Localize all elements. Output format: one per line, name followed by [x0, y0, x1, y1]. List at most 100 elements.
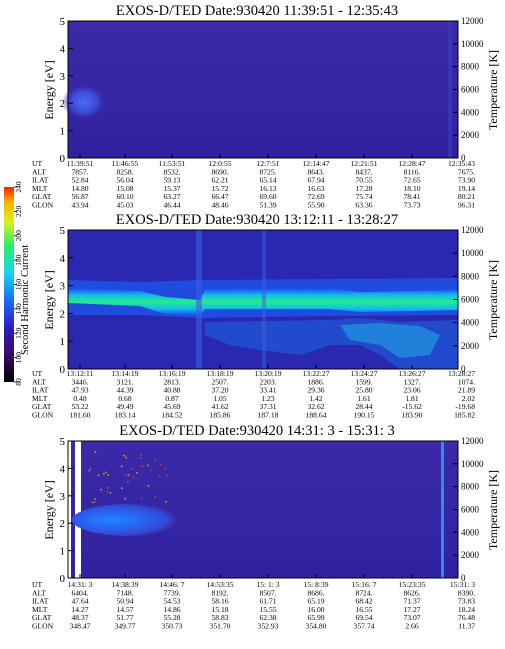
orbit-cell: 40.88	[163, 386, 180, 395]
orbit-cell: 184.52	[162, 411, 183, 420]
noise-dot	[132, 476, 135, 479]
noise-dot	[107, 474, 110, 476]
orbit-row-label: ILAT	[32, 386, 49, 395]
orbit-cell: 60.10	[116, 192, 133, 201]
orbit-cell: 185.86	[210, 411, 231, 420]
panel-2-lower-structure	[205, 318, 458, 369]
orbit-cell: 71.37	[403, 597, 420, 606]
orbit-cell: 0.48	[73, 394, 86, 403]
orbit-cell: 14:46: 7	[159, 580, 184, 589]
orbit-cell: 19.14	[458, 184, 475, 193]
orbit-cell: 56.04	[116, 176, 133, 185]
y-tick-label: 1	[60, 336, 66, 348]
orbit-cell: 73.07	[403, 613, 420, 622]
colorbar-tick-label: 220	[14, 206, 23, 218]
noise-dot	[158, 475, 161, 478]
orbit-cell: 348.47	[70, 622, 91, 631]
orbit-cell: 55.90	[307, 201, 324, 210]
orbit-cell: 8390.	[458, 588, 475, 597]
orbit-cell: 6404.	[71, 588, 88, 597]
y-tick-label: 3	[60, 491, 66, 503]
orbit-cell: 8626.	[403, 588, 420, 597]
orbit-row-label: ALT	[32, 377, 46, 386]
noise-dot	[89, 467, 92, 470]
y2-tick-label: 12000	[461, 16, 484, 26]
panel-3: EXOS-D/TED Date:930420 14:31: 3 - 15:31:…	[32, 423, 500, 631]
orbit-cell: 187.18	[258, 411, 279, 420]
orbit-cell: 52.84	[71, 176, 88, 185]
orbit-cell: 2.02	[462, 394, 475, 403]
orbit-cell: 11.37	[458, 622, 475, 631]
panel-2-title: EXOS-D/TED Date:930420 13:12:11 - 13:28:…	[116, 212, 398, 228]
y2-tick-label: 10000	[461, 459, 484, 469]
y-tick-label: 0	[60, 573, 66, 585]
orbit-cell: 69.60	[259, 192, 276, 201]
orbit-cell: 13:16:19	[158, 369, 185, 378]
orbit-cell: 8686.	[307, 588, 324, 597]
orbit-row-label: GLAT	[32, 192, 52, 201]
orbit-cell: 32.62	[307, 402, 324, 411]
noise-dot	[106, 490, 109, 493]
orbit-cell: 1.05	[213, 394, 226, 403]
orbit-cell: 58.83	[211, 613, 228, 622]
orbit-cell: 55.28	[163, 613, 180, 622]
y-tick-label: 2	[60, 518, 66, 530]
orbit-cell: 33.41	[259, 386, 276, 395]
orbit-cell: 15:31: 3	[450, 580, 475, 589]
orbit-cell: 63.36	[355, 201, 372, 210]
orbit-cell: 15.37	[163, 184, 180, 193]
orbit-cell: 58.16	[211, 597, 228, 606]
orbit-cell: 16.55	[355, 605, 372, 614]
y2-tick-label: 2000	[461, 130, 480, 140]
noise-dot	[141, 465, 144, 467]
orbit-cell: 11:53:51	[159, 159, 186, 168]
noise-dot	[109, 492, 112, 494]
y2-tick-label: 6000	[461, 85, 480, 95]
colorbar-tick-label: 180	[14, 254, 23, 266]
orbit-row-label: GLON	[32, 201, 54, 210]
orbit-cell: 13:12:11	[67, 369, 94, 378]
orbit-cell: 1327.	[403, 377, 420, 386]
y-tick-label: 3	[60, 71, 66, 83]
orbit-cell: 11:39:51	[67, 159, 94, 168]
panel-2-vertical-stripe	[262, 230, 266, 369]
orbit-row-label: UT	[32, 580, 42, 589]
orbit-cell: 44.39	[116, 386, 133, 395]
orbit-cell: 8724.	[355, 588, 372, 597]
orbit-row-label: UT	[32, 159, 42, 168]
orbit-cell: 183.14	[115, 411, 136, 420]
y2-tick-label: 12000	[461, 436, 484, 446]
y2-tick-label: 0	[461, 573, 466, 583]
noise-dot	[131, 468, 134, 470]
orbit-cell: 15: 1: 3	[256, 580, 279, 589]
orbit-cell: 53.22	[71, 402, 88, 411]
orbit-cell: 68.42	[355, 597, 372, 606]
orbit-cell: 8643.	[307, 167, 324, 176]
orbit-cell: 12:28:47	[398, 159, 425, 168]
orbit-cell: 8116.	[404, 167, 421, 176]
y2-tick-label: 10000	[461, 248, 484, 258]
orbit-cell: 357.74	[354, 622, 375, 631]
orbit-cell: 185.82	[454, 411, 475, 420]
y2-tick-label: 8000	[461, 482, 480, 492]
y-tick-label: 4	[60, 253, 66, 265]
noise-dot	[140, 457, 142, 459]
panel-2-y2-ticks: 0 2000 4000 6000 8000 10000 12000	[453, 225, 484, 374]
noise-dot	[103, 473, 105, 475]
orbit-cell: 12:14:47	[302, 159, 329, 168]
panel-3-title: EXOS-D/TED Date:930420 14:31: 3 - 15:31:…	[119, 423, 394, 439]
panel-2-lower-bright	[340, 323, 440, 358]
orbit-cell: 1599.	[355, 377, 372, 386]
noise-dot	[154, 496, 156, 498]
orbit-cell: 56.87	[71, 192, 88, 201]
panel-1-plot	[62, 20, 459, 159]
orbit-cell: 37.31	[259, 402, 276, 411]
orbit-cell: 69.54	[355, 613, 372, 622]
orbit-cell: 65.19	[307, 597, 324, 606]
y-tick-label: 4	[60, 43, 66, 55]
orbit-cell: -15.62	[402, 402, 422, 411]
orbit-cell: 14.27	[71, 605, 88, 614]
noise-dot	[94, 500, 96, 503]
orbit-cell: 3121.	[116, 377, 133, 386]
